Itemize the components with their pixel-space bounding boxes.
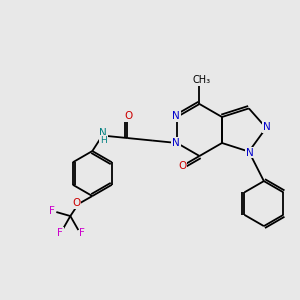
Text: F: F <box>50 206 55 216</box>
Text: O: O <box>124 111 132 121</box>
Text: F: F <box>80 228 85 238</box>
Text: N: N <box>172 138 180 148</box>
Text: N: N <box>100 128 107 137</box>
Text: N: N <box>263 122 271 132</box>
Text: H: H <box>100 136 107 145</box>
Text: N: N <box>172 111 180 121</box>
Text: O: O <box>72 198 80 208</box>
Text: F: F <box>57 228 63 238</box>
Text: O: O <box>178 161 186 171</box>
Text: CH₃: CH₃ <box>192 75 211 85</box>
Text: N: N <box>246 148 254 158</box>
